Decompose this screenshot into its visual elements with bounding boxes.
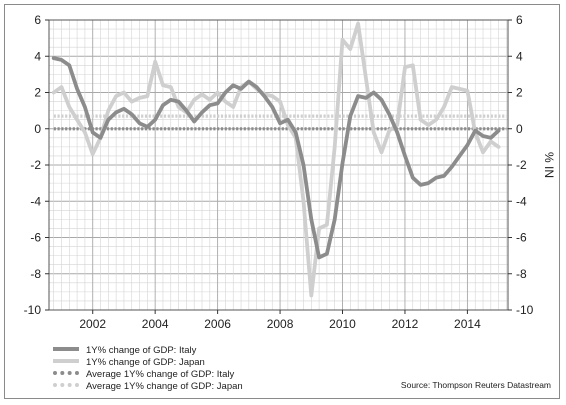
legend: 1Y% change of GDP: Italy 1Y% change of GD… <box>53 345 243 393</box>
y2-tick-label: 2 <box>516 86 523 100</box>
x-tick-label: 2012 <box>392 317 419 331</box>
legend-swatch <box>53 359 79 364</box>
legend-label: Average 1Y% change of GDP: Japan <box>86 381 243 392</box>
axes: -10 -10 -8 -8 -6 -6 -4 -4 -2 -2 0 0 2 2 4 4 6 6 2002 2004 20… <box>24 13 534 331</box>
grid <box>49 19 508 311</box>
y-tick-label: -8 <box>30 267 41 281</box>
legend-item: 1Y% change of GDP: Japan <box>53 357 243 369</box>
y2-tick-label: 4 <box>516 49 523 63</box>
series-line-2 <box>51 21 501 298</box>
legend-swatch <box>53 347 79 352</box>
x-tick-label: 2006 <box>204 317 231 331</box>
y-tick-label: -10 <box>24 303 42 317</box>
y2-tick-label: 0 <box>516 122 523 136</box>
gdp-line-chart: -10 -10 -8 -8 -6 -6 -4 -4 -2 -2 0 0 2 2 4 4 6 6 2002 2004 20… <box>24 13 556 331</box>
y-tick-label: 0 <box>34 122 41 136</box>
y-tick-label: 2 <box>34 86 41 100</box>
x-tick-label: 2004 <box>142 317 169 331</box>
right-axis-label: % IN <box>542 152 556 178</box>
legend-item: Average 1Y% change of GDP: Italy <box>53 369 243 381</box>
legend-item: 1Y% change of GDP: Italy <box>53 345 243 357</box>
y2-tick-label: -10 <box>516 303 534 317</box>
y2-tick-label: -2 <box>516 158 527 172</box>
y-tick-label: 6 <box>34 13 41 27</box>
x-tick-label: 2008 <box>267 317 294 331</box>
y-tick-label: 4 <box>34 49 41 63</box>
x-tick-label: 2014 <box>454 317 481 331</box>
y-tick-label: -6 <box>30 231 41 245</box>
y2-tick-label: -6 <box>516 231 527 245</box>
legend-label: 1Y% change of GDP: Japan <box>86 357 205 368</box>
y2-tick-label: -8 <box>516 267 527 281</box>
y-tick-label: -4 <box>30 194 41 208</box>
legend-swatch <box>53 371 79 376</box>
legend-item: Average 1Y% change of GDP: Japan <box>53 381 243 393</box>
x-tick-label: 2002 <box>79 317 106 331</box>
x-tick-label: 2010 <box>329 317 356 331</box>
y2-tick-label: -4 <box>516 194 527 208</box>
source-note: Source: Thompson Reuters Datastream <box>400 380 551 390</box>
y2-tick-label: 6 <box>516 13 523 27</box>
legend-label: 1Y% change of GDP: Italy <box>86 345 197 356</box>
y-tick-label: -2 <box>30 158 41 172</box>
series-line-1 <box>51 56 501 260</box>
series-lines <box>51 21 507 298</box>
chart-frame: -10 -10 -8 -8 -6 -6 -4 -4 -2 -2 0 0 2 2 4 4 6 6 2002 2004 20… <box>4 4 560 399</box>
legend-label: Average 1Y% change of GDP: Italy <box>86 369 235 380</box>
legend-swatch <box>53 383 79 388</box>
